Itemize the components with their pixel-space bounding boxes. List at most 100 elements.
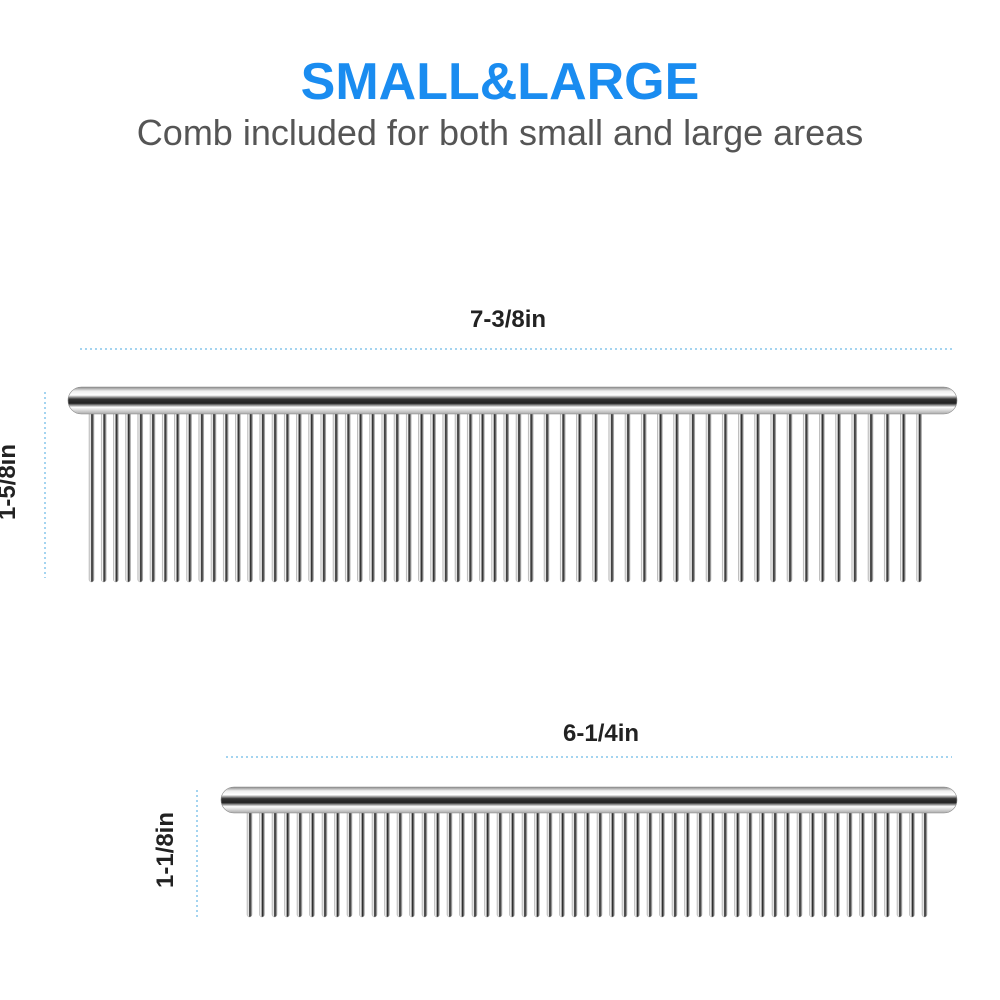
comb-tine xyxy=(137,411,144,583)
comb-tine xyxy=(546,810,553,918)
comb-tine xyxy=(396,810,403,918)
comb-tine xyxy=(284,810,290,918)
comb-tine xyxy=(161,411,168,583)
headline: SMALL&LARGE xyxy=(300,53,700,111)
comb-tine xyxy=(332,411,339,583)
comb-tine xyxy=(884,810,890,918)
comb-tine xyxy=(721,810,728,918)
comb-tine xyxy=(442,411,448,583)
comb-tine xyxy=(867,411,874,583)
small-comb xyxy=(220,786,958,918)
comb-tine xyxy=(222,411,229,583)
comb-tine xyxy=(247,411,253,583)
comb-tine xyxy=(846,810,853,918)
comb-tine xyxy=(559,810,565,918)
comb-tine xyxy=(671,810,678,918)
comb-spine xyxy=(220,786,958,814)
comb-tine xyxy=(634,810,640,918)
comb-tine xyxy=(543,411,550,583)
comb-tine xyxy=(871,810,878,918)
comb-tine xyxy=(174,411,180,583)
comb-tine xyxy=(659,810,665,918)
comb-tine xyxy=(459,810,465,918)
comb-tine xyxy=(705,411,712,583)
comb-tine xyxy=(819,411,825,583)
comb-tine xyxy=(284,411,290,583)
comb-tine xyxy=(534,810,540,918)
comb-tine xyxy=(809,810,815,918)
comb-tine xyxy=(909,810,915,918)
comb-tine xyxy=(803,411,809,583)
comb-tine xyxy=(646,810,653,918)
comb-tine xyxy=(834,810,840,918)
comb-tine xyxy=(308,411,314,583)
comb-tine xyxy=(896,810,903,918)
comb-tine xyxy=(900,411,906,583)
comb-tine xyxy=(384,810,390,918)
comb-tine xyxy=(271,411,278,583)
comb-tine xyxy=(345,411,351,583)
comb-tine xyxy=(624,411,631,583)
large-comb xyxy=(67,386,958,583)
comb-tine xyxy=(479,411,485,583)
subheadline: Comb included for both small and large a… xyxy=(136,112,864,153)
comb-tine xyxy=(88,411,95,583)
comb-tine xyxy=(770,411,776,583)
comb-tine xyxy=(296,411,302,583)
comb-tine xyxy=(673,411,679,583)
comb-tine xyxy=(759,810,765,918)
comb-tine xyxy=(359,810,365,918)
comb-tine xyxy=(657,411,663,583)
comb-tine xyxy=(851,411,857,583)
comb-tine xyxy=(409,810,415,918)
comb-tine xyxy=(271,810,278,918)
comb-tine xyxy=(198,411,205,583)
comb-tine xyxy=(584,810,590,918)
comb-tine xyxy=(259,810,265,918)
comb-tine xyxy=(484,810,490,918)
comb-tine xyxy=(320,411,326,583)
comb-tine xyxy=(821,810,828,918)
comb-tine xyxy=(521,810,528,918)
comb-tine xyxy=(381,411,387,583)
comb-tine xyxy=(784,810,790,918)
comb-tine xyxy=(528,411,534,583)
comb-tine xyxy=(334,810,340,918)
comb-tine xyxy=(309,810,315,918)
comb-tine xyxy=(786,411,793,583)
comb-tine xyxy=(592,411,598,583)
comb-tine xyxy=(738,411,744,583)
comb-tine xyxy=(746,810,753,918)
comb-tine xyxy=(689,411,695,583)
comb-tine xyxy=(246,810,253,918)
comb-tine xyxy=(113,411,119,583)
comb-tine xyxy=(734,810,740,918)
comb-tine xyxy=(467,411,473,583)
comb-tine xyxy=(576,411,582,583)
comb-tine xyxy=(696,810,703,918)
comb-tine xyxy=(754,411,760,583)
comb-tine xyxy=(641,411,647,583)
comb-tine xyxy=(560,411,566,583)
comb-tine xyxy=(406,411,412,583)
comb-tine xyxy=(149,411,156,583)
comb-tine xyxy=(796,810,803,918)
comb-tine xyxy=(210,411,217,583)
comb-tine xyxy=(357,411,363,583)
comb-tine xyxy=(921,810,928,918)
comb-tine xyxy=(430,411,436,583)
comb-tine xyxy=(722,411,728,583)
comb-tine xyxy=(609,810,615,918)
comb-tine xyxy=(596,810,603,918)
comb-tine xyxy=(503,411,509,583)
comb-tine xyxy=(608,411,614,583)
comb-tine xyxy=(515,411,522,583)
comb-tine xyxy=(859,810,865,918)
comb-tine xyxy=(371,810,378,918)
comb-tine xyxy=(346,810,353,918)
comb-tine xyxy=(454,411,461,583)
comb-tine xyxy=(235,411,241,583)
comb-tine xyxy=(471,810,478,918)
comb-tine xyxy=(621,810,628,918)
